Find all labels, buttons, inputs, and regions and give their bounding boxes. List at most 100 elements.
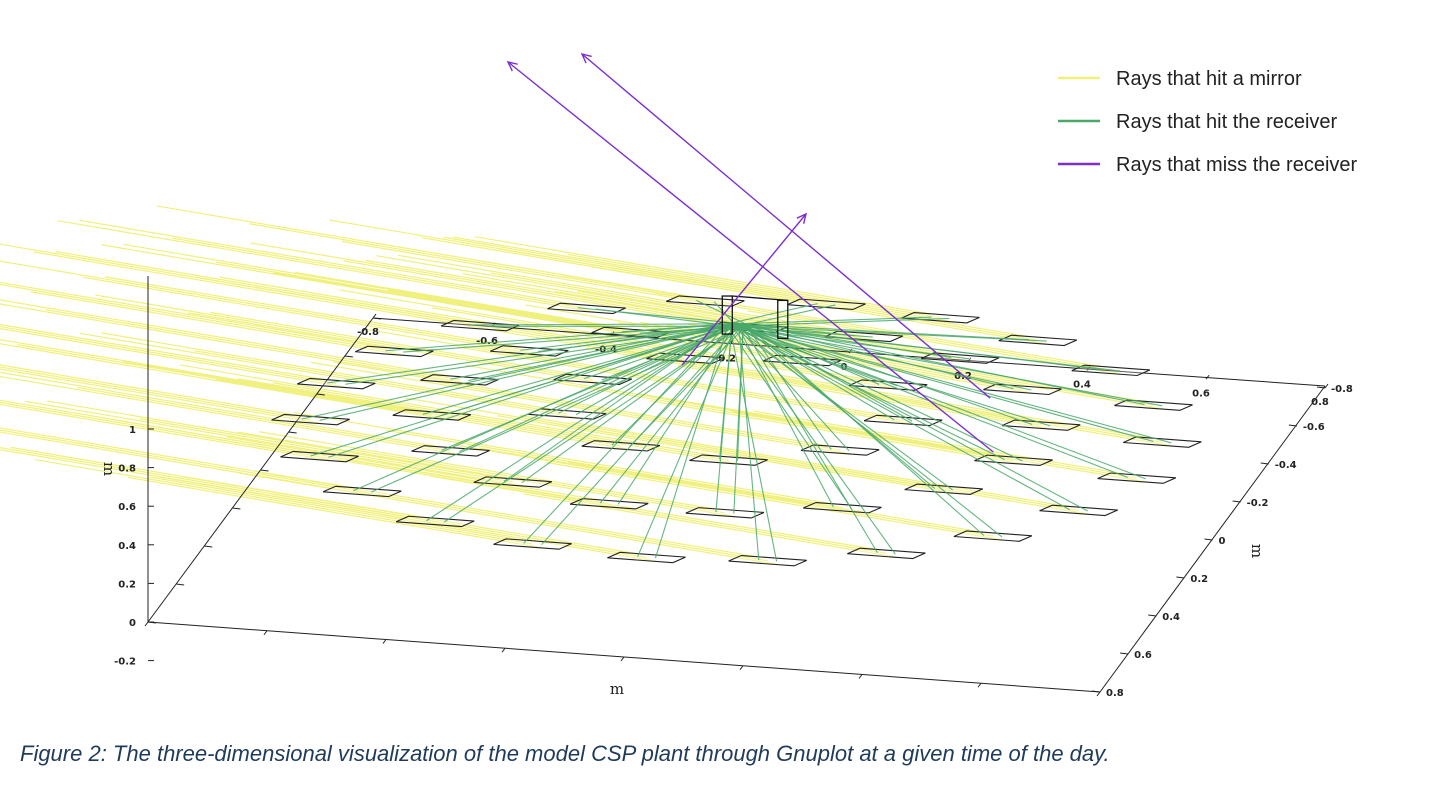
mirror-ray	[780, 341, 1154, 406]
y-tick-back	[176, 583, 185, 586]
mirror-ray	[127, 476, 543, 549]
mirror	[440, 319, 520, 332]
mirror-ray	[571, 421, 1069, 508]
mirror-ray	[158, 476, 657, 562]
mirror-ray	[83, 276, 540, 356]
mirror-ray	[0, 281, 385, 349]
receiver-ray	[654, 326, 729, 559]
mirror-ray	[194, 350, 568, 415]
receiver-ray	[731, 325, 896, 555]
receiver-ray	[425, 323, 731, 522]
chart: -0.8-0.6-0.4-0.200.20.40.60.8-0.8-0.6-0.…	[0, 52, 1358, 699]
y-tick-label: -0.6	[1303, 422, 1325, 433]
y-tick	[1148, 614, 1157, 617]
receiver-ray	[745, 323, 1145, 406]
mirror	[581, 440, 661, 452]
x-tick-label: -0.8	[357, 327, 379, 338]
mirror-ray	[0, 323, 327, 381]
mirror-ray	[273, 272, 813, 365]
mirror-ray	[216, 261, 631, 334]
mirror	[904, 483, 983, 495]
mirror	[847, 547, 926, 560]
receiver-edge	[732, 295, 788, 302]
mirror-ray	[17, 344, 432, 416]
mirror	[689, 454, 768, 466]
x-tick-back	[858, 674, 863, 679]
x-tick-back	[501, 647, 506, 653]
axis-labels: m m m	[100, 462, 1266, 698]
mirror-ray	[31, 291, 405, 356]
mirror	[569, 498, 649, 510]
mirror-ray	[0, 343, 442, 420]
receiver-ray	[740, 323, 1014, 390]
z-tick-label: 0.2	[118, 579, 136, 590]
mirror-ray	[365, 259, 739, 325]
x-tick-label: 0.6	[1192, 388, 1210, 399]
receiver-ray	[521, 325, 740, 484]
mirror-ray	[492, 329, 1032, 423]
x-tick	[967, 357, 972, 363]
receiver-ray	[319, 325, 728, 421]
mirror-ray	[523, 493, 897, 558]
mirror-ray	[272, 382, 729, 461]
y-tick	[1288, 424, 1297, 427]
mirror-ray	[497, 415, 954, 494]
x-tick-label: 0.8	[1311, 397, 1329, 408]
z-tick-label: 0	[129, 618, 136, 629]
mirror-ray	[452, 236, 951, 323]
receiver-ray	[541, 325, 740, 546]
receiver-ray	[328, 325, 731, 458]
mirror-ray	[311, 361, 850, 455]
receiver-ray	[471, 323, 739, 326]
x-tick-back	[1096, 691, 1101, 697]
mirror-ray	[293, 411, 833, 505]
receiver-ray	[385, 323, 735, 352]
missed-ray	[507, 61, 994, 453]
mirror-ray	[35, 459, 533, 545]
y-tick-back	[344, 355, 353, 358]
y-axis-label: m	[1248, 544, 1266, 558]
mirror-ray	[753, 410, 1128, 476]
mirror-ray	[339, 289, 879, 382]
mirror	[1039, 504, 1118, 517]
mirror-ray	[0, 339, 423, 412]
mirror-ray	[525, 304, 1023, 390]
mirror	[1097, 472, 1176, 484]
mirror-ray	[0, 328, 347, 388]
y-tick-label: 0.2	[1190, 574, 1208, 585]
receiver-ray	[738, 325, 1172, 444]
mirror-ray	[474, 236, 931, 315]
y-tick-label: 0	[1219, 536, 1226, 547]
x-tick	[1205, 374, 1210, 380]
y-tick-back	[260, 469, 269, 472]
mirror	[685, 507, 765, 519]
y-axis-line	[1099, 385, 1326, 693]
y-tick	[1204, 538, 1213, 541]
mirror-ray	[567, 253, 941, 319]
mirror-ray	[639, 393, 1137, 479]
y-tick	[1260, 462, 1269, 465]
mirror-ray	[249, 223, 706, 302]
mirror-ray	[79, 219, 577, 306]
receiver-ray	[443, 325, 742, 523]
mirror	[420, 374, 499, 386]
y-tick-label: 0.8	[1106, 688, 1124, 699]
receiver-ray	[327, 323, 735, 384]
mirror-ray	[353, 489, 768, 562]
mirror-ray	[454, 444, 994, 537]
y-tick-back	[372, 317, 382, 320]
y-tick-label: 0.4	[1162, 612, 1180, 623]
y-tick-label: -0.8	[1331, 384, 1353, 395]
mirror-ray	[650, 400, 1024, 465]
mirror-ray	[0, 368, 321, 424]
mirror-ray	[0, 375, 461, 456]
x-tick-label: -0.2	[714, 353, 736, 364]
mirror-ray	[238, 472, 778, 566]
receiver-ray	[736, 325, 1003, 538]
mirror	[297, 377, 376, 390]
mirror	[974, 454, 1053, 467]
mirror-ray	[0, 403, 330, 461]
legend: Rays that hit a mirror Rays that hit the…	[1058, 68, 1358, 176]
mirror-ray	[47, 400, 504, 479]
x-tick-back	[739, 665, 744, 671]
